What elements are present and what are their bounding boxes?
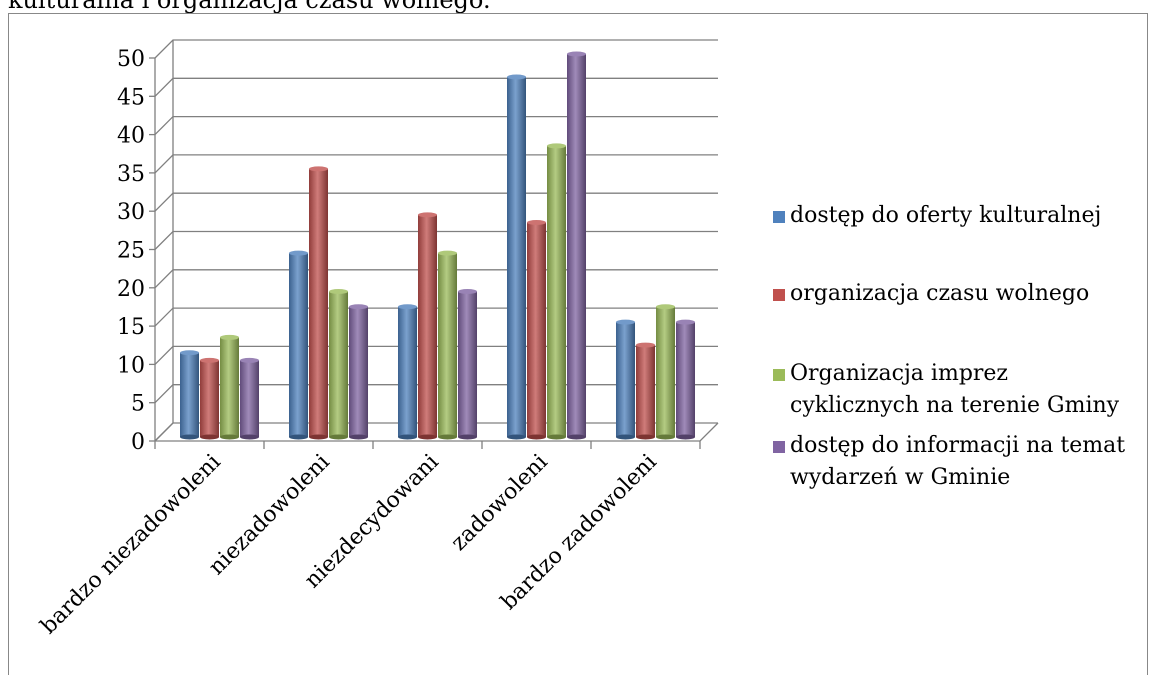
bar-top xyxy=(289,250,308,256)
bar-base xyxy=(616,434,635,440)
legend-swatch xyxy=(773,369,785,381)
bar xyxy=(507,76,526,437)
legend-swatch xyxy=(773,289,785,301)
bar-base xyxy=(547,434,566,440)
bar-base xyxy=(418,434,437,440)
bar-top xyxy=(567,51,586,57)
legend-label: dostęp do oferty kulturalnej xyxy=(790,203,1102,228)
y-tick-label: 30 xyxy=(117,200,145,225)
y-tick-labels: 0 5 10 15 20 25 30 35 40 45 50 xyxy=(117,47,145,455)
legend-label: Organizacja imprez cyklicznych na tereni… xyxy=(790,361,1120,418)
bar-top xyxy=(220,334,239,340)
bar xyxy=(458,291,477,437)
bar-top xyxy=(329,288,348,294)
legend-item: dostęp do informacji na temat wydarzeń w… xyxy=(773,430,1143,494)
bar-top xyxy=(398,304,417,310)
legend-swatch xyxy=(773,441,785,453)
bar-top xyxy=(458,288,477,294)
legend-item: organizacja czasu wolnego xyxy=(773,278,1143,310)
bar xyxy=(349,306,368,437)
bar-top xyxy=(656,304,675,310)
bar xyxy=(418,214,437,437)
bar-top xyxy=(349,304,368,310)
bar-base xyxy=(349,434,368,440)
bar-top xyxy=(507,74,526,80)
bar-base xyxy=(636,434,655,440)
bar-base xyxy=(507,434,526,440)
bar-base xyxy=(240,434,259,440)
bar-top xyxy=(418,212,437,218)
gridline xyxy=(154,77,718,97)
y-tick-label: 35 xyxy=(117,162,145,187)
bar-base xyxy=(458,434,477,440)
y-tick-label: 50 xyxy=(117,47,145,72)
bar xyxy=(676,322,695,437)
axes xyxy=(149,40,719,449)
gridline xyxy=(154,39,718,59)
bar xyxy=(547,145,566,438)
bar-base xyxy=(180,434,199,440)
bar xyxy=(567,54,586,437)
bar-base xyxy=(220,434,239,440)
y-tick-label: 20 xyxy=(117,277,145,302)
bar-top xyxy=(200,357,219,363)
bar xyxy=(309,168,328,437)
legend-label: dostęp do informacji na temat wydarzeń w… xyxy=(790,433,1126,490)
bar-base xyxy=(309,434,328,440)
bar-base xyxy=(438,434,457,440)
bar xyxy=(616,322,635,437)
bar xyxy=(398,306,417,437)
legend-label: organizacja czasu wolnego xyxy=(790,281,1090,306)
bar xyxy=(200,360,219,437)
bar-base xyxy=(676,434,695,440)
bar xyxy=(636,345,655,437)
page-text: kulturalna i organizacja czasu wolnego. xyxy=(8,0,491,14)
x-category-label: zadowoleni xyxy=(446,450,552,556)
bar-base xyxy=(527,434,546,440)
gridline xyxy=(154,154,718,174)
bar xyxy=(527,222,546,437)
bar-base xyxy=(329,434,348,440)
bar xyxy=(438,253,457,437)
bar-top xyxy=(527,220,546,226)
back-wall-edge xyxy=(154,40,174,442)
y-tick-label: 5 xyxy=(131,392,145,417)
bar-top xyxy=(240,357,259,363)
bar xyxy=(240,360,259,437)
y-tick-label: 10 xyxy=(117,353,145,378)
bar xyxy=(289,253,308,437)
legend-item: dostęp do oferty kulturalnej xyxy=(773,200,1143,232)
legend-swatch xyxy=(773,211,785,223)
bar-top xyxy=(547,143,566,149)
y-tick-label: 40 xyxy=(117,124,145,149)
legend-item: Organizacja imprez cyklicznych na tereni… xyxy=(773,358,1143,422)
bars xyxy=(180,51,695,440)
bar-top xyxy=(438,250,457,256)
bar-base xyxy=(567,434,586,440)
y-tick-label: 25 xyxy=(117,239,145,264)
bar xyxy=(220,337,239,437)
bar xyxy=(180,352,199,437)
bar-base xyxy=(656,434,675,440)
bar-base xyxy=(289,434,308,440)
bar-top xyxy=(180,350,199,356)
bar-top xyxy=(636,342,655,348)
x-category-label: bardzo niezadowoleni xyxy=(36,450,226,640)
y-tick-label: 15 xyxy=(117,315,145,340)
bar xyxy=(656,306,675,437)
bar-top xyxy=(676,319,695,325)
gridline xyxy=(154,115,718,136)
bar-top xyxy=(309,166,328,172)
bar-base xyxy=(398,434,417,440)
bar-base xyxy=(200,434,219,440)
gridline xyxy=(154,192,718,212)
bar xyxy=(329,291,348,437)
y-tick-label: 45 xyxy=(117,85,145,110)
bar-top xyxy=(616,319,635,325)
x-category-labels: bardzo niezadowoleniniezadowoleniniezdec… xyxy=(36,450,662,640)
y-tick-label: 0 xyxy=(131,430,145,455)
